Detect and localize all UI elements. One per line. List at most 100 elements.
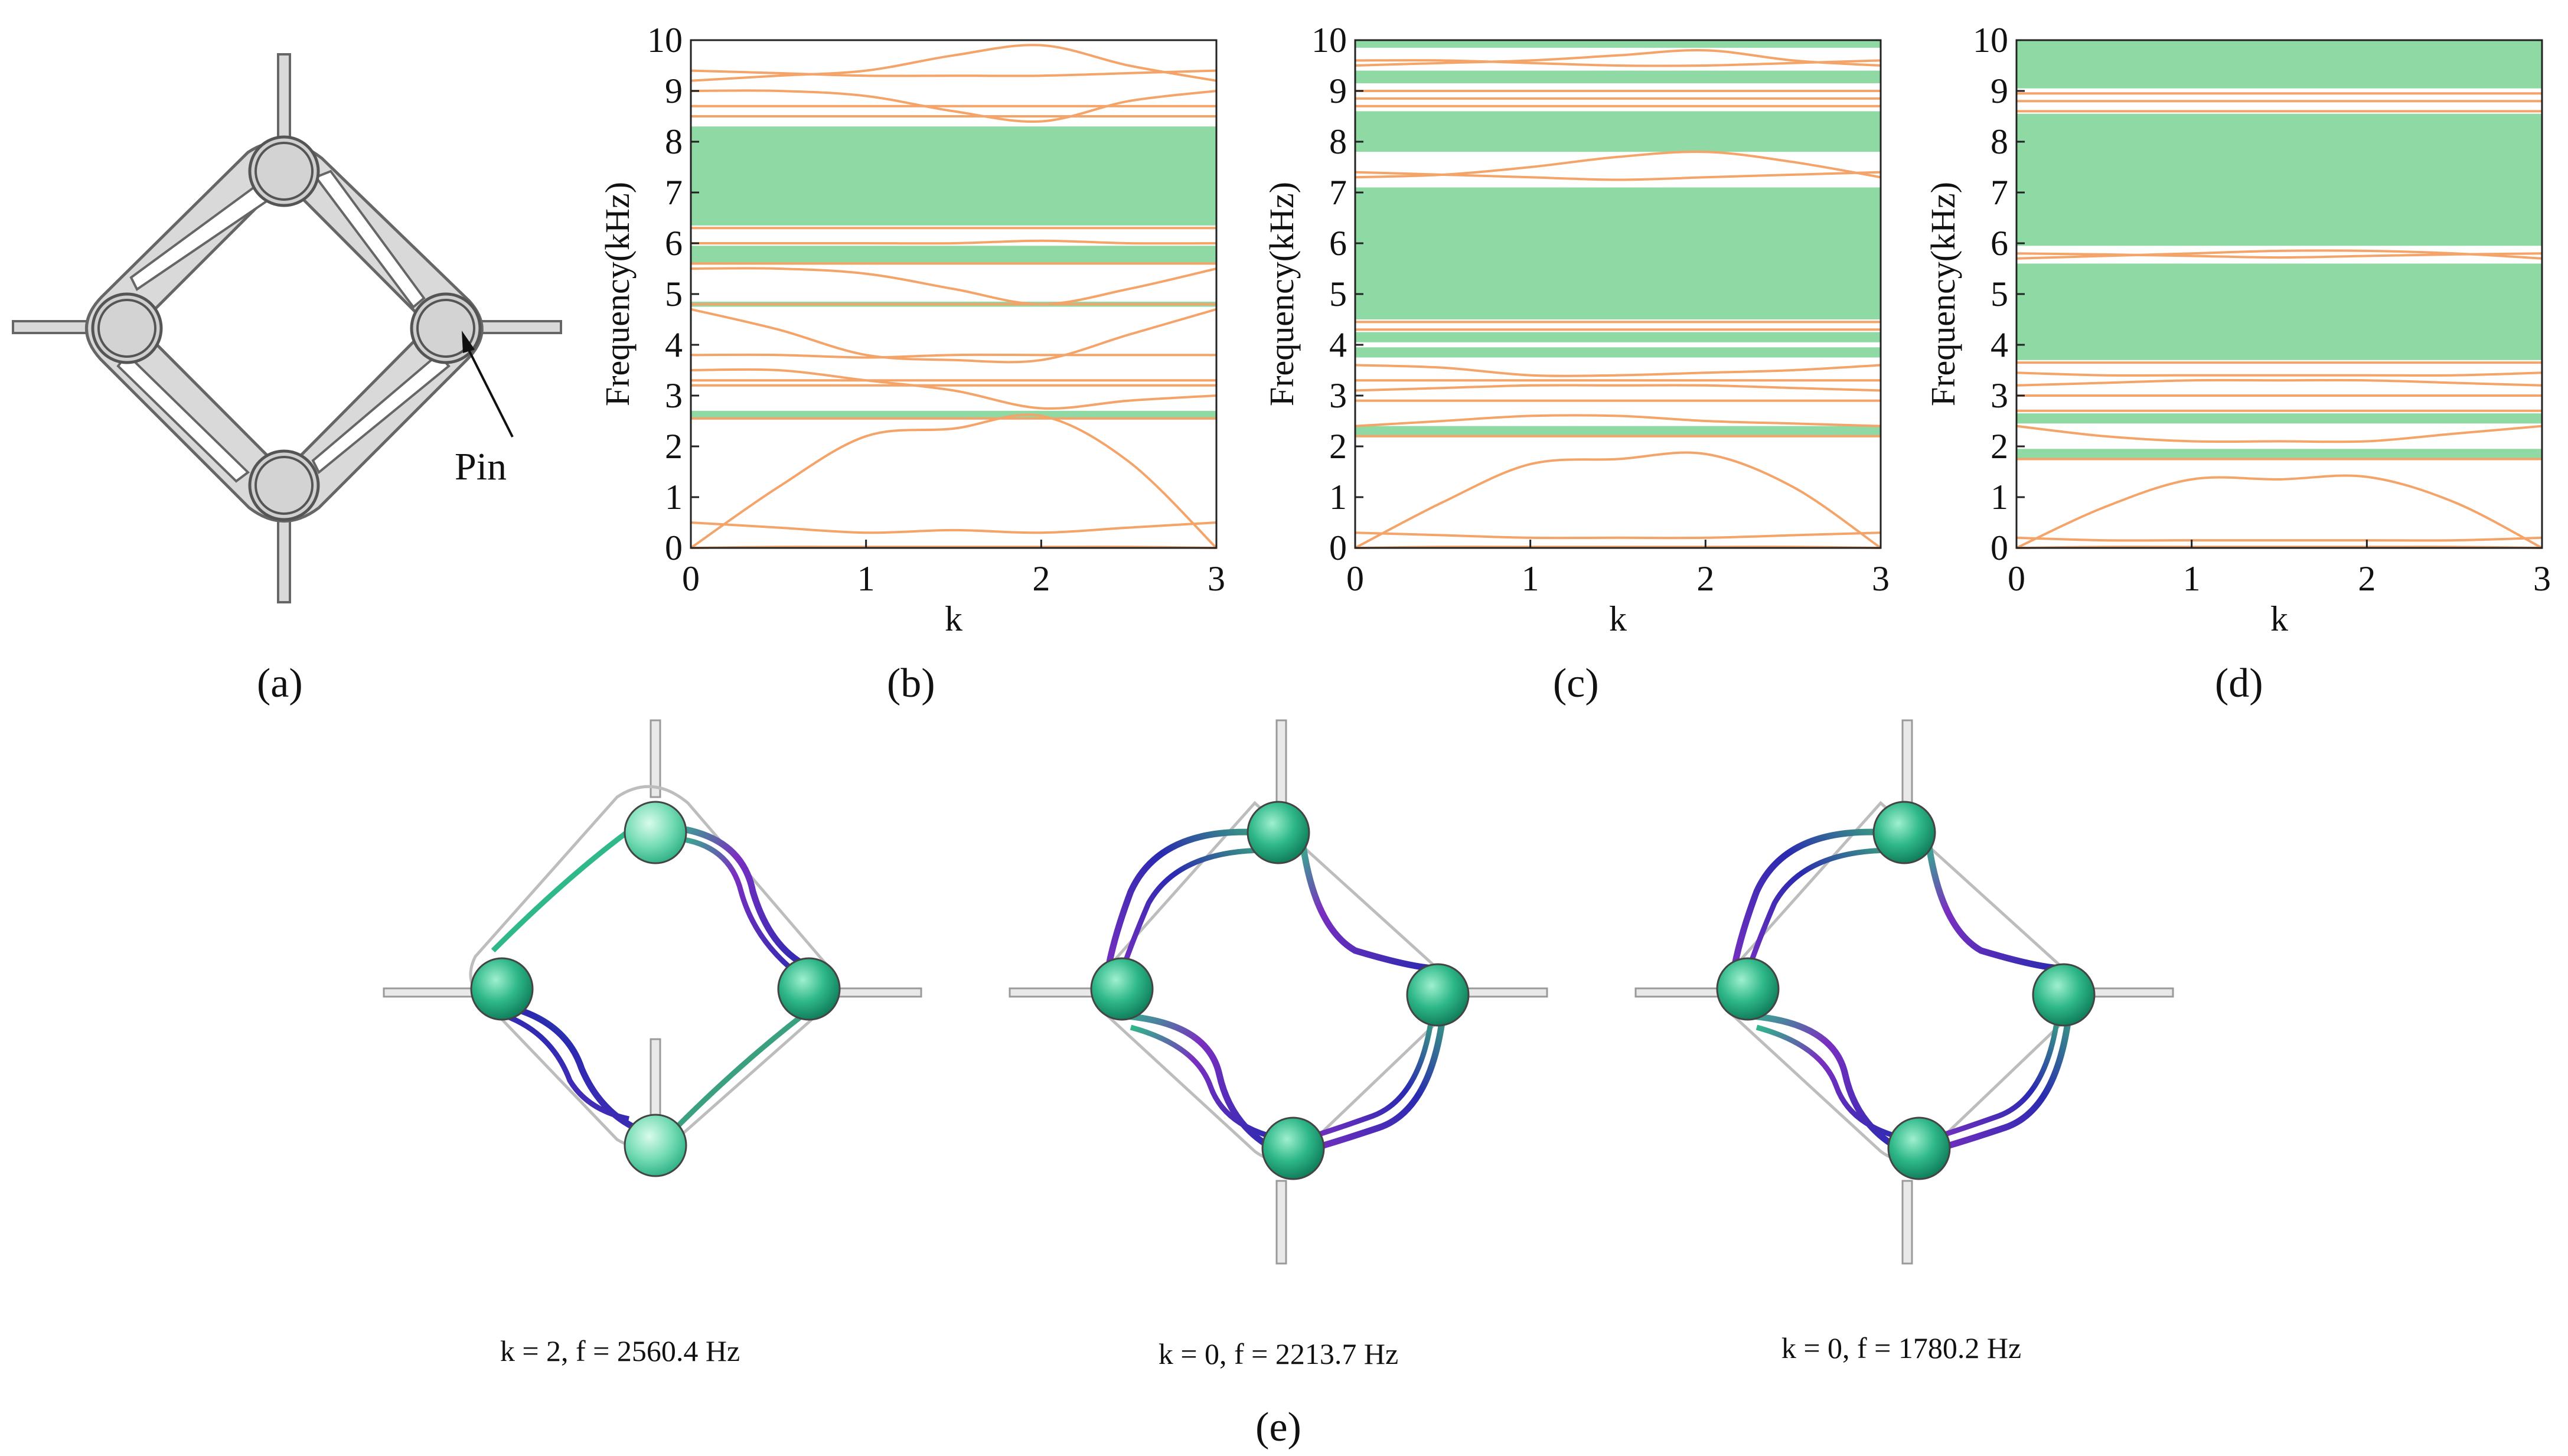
mode-beam: [1118, 1012, 1280, 1154]
y-tick-label: 4: [665, 325, 683, 364]
y-tick-label: 1: [1329, 478, 1347, 517]
y-tick-label: 5: [665, 275, 683, 314]
unit-cell-schematic: Pin: [12, 53, 562, 603]
pin-annotation: Pin: [455, 445, 507, 488]
x-tick-label: 1: [857, 559, 875, 598]
band-line: [690, 521, 1217, 534]
y-tick-label: 7: [665, 173, 683, 212]
y-tick-label: 1: [665, 478, 683, 517]
panel-label-e: (e): [1255, 1405, 1301, 1450]
mode-pin: [470, 957, 534, 1021]
band-line: [2016, 425, 2543, 443]
panel-label-a: (a): [257, 661, 303, 706]
mode-arm: [1275, 719, 1287, 810]
mode-arm: [1634, 987, 1725, 998]
mode-pin: [1090, 957, 1154, 1021]
mode-beam: [1298, 838, 1438, 972]
mode-pin: [2032, 963, 2096, 1027]
bandgap: [2016, 449, 2542, 459]
band-line: [1355, 451, 1882, 549]
mode-arm: [650, 719, 661, 798]
bandgap: [2016, 113, 2542, 246]
bandgap: [1355, 332, 1881, 342]
mode-beam: [1927, 1015, 2061, 1142]
band-line: [690, 546, 1217, 549]
band-line: [690, 413, 1218, 549]
mode-arm: [1275, 1180, 1287, 1265]
mode-caption-1: k = 2, f = 2560.4 Hz: [500, 1334, 740, 1367]
bandgap: [1355, 426, 1881, 436]
bandgap: [1355, 347, 1881, 358]
mode-beam: [1744, 1012, 1906, 1154]
mode-beam: [1104, 828, 1261, 975]
pin-left-inner: [97, 299, 156, 358]
y-tick-label: 6: [665, 224, 683, 263]
y-tick-label: 9: [665, 71, 683, 110]
y-tick-label: 2: [665, 427, 683, 466]
band-line: [2016, 371, 2543, 377]
mode-arm: [650, 1038, 661, 1117]
y-tick-label: 6: [1329, 224, 1347, 263]
mode-shape-1: [383, 719, 922, 1177]
mode-arm: [1901, 719, 1913, 810]
x-tick-label: 2: [1696, 559, 1714, 598]
band-line: [1355, 384, 1881, 392]
x-tick-label: 0: [2008, 559, 2025, 598]
mode-beam: [1742, 847, 1893, 981]
band-line: [1355, 59, 1881, 67]
band-line: [1355, 49, 1881, 67]
x-tick-label: 3: [1208, 559, 1225, 598]
x-axis-label: k: [945, 599, 962, 638]
mode-beam: [676, 835, 808, 982]
mode-beam: [1755, 1024, 1911, 1142]
mode-pin: [1716, 957, 1780, 1021]
band-line: [690, 89, 1217, 123]
mode-pin: [1887, 1117, 1951, 1180]
y-tick-label: 2: [1329, 427, 1347, 466]
band-line: [1355, 546, 1881, 549]
x-axis-label: k: [1609, 599, 1627, 638]
x-tick-label: 2: [1032, 559, 1050, 598]
bandgap: [1355, 70, 1881, 84]
band-line: [1355, 531, 1881, 540]
y-tick-label: 3: [1329, 376, 1347, 415]
band-structure-chart-c: 0 1 2 3 0 1 2 3 4 5 6 7 8 9 10 k Frequency(kHz): [1262, 21, 1890, 638]
band-line: [2016, 252, 2543, 259]
pin-top-inner: [254, 142, 314, 201]
band-line: [690, 44, 1217, 82]
mode-arm: [383, 987, 474, 998]
y-tick-label: 0: [665, 528, 683, 567]
mode-beam: [1730, 828, 1887, 975]
y-tick-label: 9: [1991, 71, 2008, 110]
mode-pin: [1247, 801, 1310, 864]
band-line: [1355, 364, 1881, 377]
band-structure-chart-d: 0 1 2 3 0 1 2 3 4 5 6 7 8 9 10 k Frequency(kHz): [1924, 21, 2551, 638]
bandgap: [691, 246, 1216, 264]
bandgap: [2016, 40, 2542, 89]
x-tick-label: 3: [2533, 559, 2551, 598]
band-line: [2016, 474, 2543, 549]
x-axis-label: k: [2270, 599, 2288, 638]
y-tick-label: 10: [647, 21, 683, 60]
x-tick-label: 0: [1346, 559, 1364, 598]
mode-arm: [831, 987, 922, 998]
x-tick-label: 1: [1522, 559, 1539, 598]
y-tick-label: 7: [1991, 173, 2008, 212]
band-line: [690, 267, 1217, 306]
mode-beam: [1301, 1015, 1435, 1142]
mode-beam: [491, 824, 637, 953]
y-tick-label: 7: [1329, 173, 1347, 212]
band-line: [690, 353, 1216, 359]
panel-label-c: (c): [1553, 661, 1599, 706]
y-axis-label: Frequency(kHz): [1924, 182, 1962, 406]
mode-beam: [504, 1013, 629, 1122]
mode-pin: [624, 1114, 687, 1177]
mode-caption-3: k = 0, f = 1780.2 Hz: [1781, 1331, 2021, 1364]
mode-pin: [777, 957, 841, 1021]
mode-shape-2: [1009, 719, 1548, 1265]
y-tick-label: 10: [1973, 21, 2008, 60]
y-tick-label: 0: [1991, 528, 2008, 567]
band-line: [690, 69, 1217, 77]
band-line: [690, 308, 1217, 364]
